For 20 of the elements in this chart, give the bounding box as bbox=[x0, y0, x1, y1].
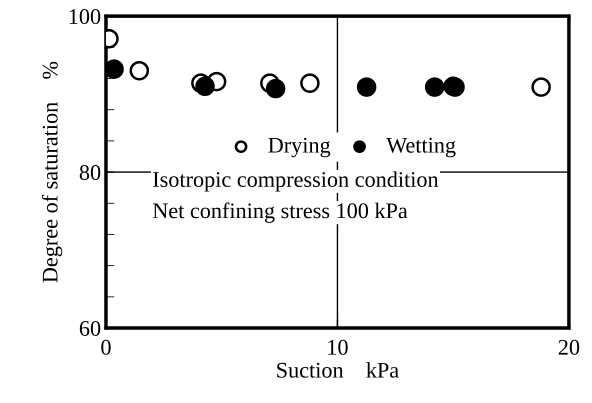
x-tick-label: 10 bbox=[328, 340, 348, 355]
point bbox=[300, 73, 320, 93]
legend-label: Drying bbox=[268, 138, 330, 158]
legend-label: Wetting bbox=[386, 138, 456, 158]
annotation: Isotropic compression condition bbox=[153, 171, 438, 192]
point bbox=[106, 59, 124, 79]
y-tick-label: 80 bbox=[80, 165, 100, 180]
point bbox=[130, 60, 150, 80]
x-tick-label: 0 bbox=[101, 340, 111, 355]
point bbox=[195, 76, 215, 96]
y-axis-title: Degree of saturation % bbox=[42, 62, 62, 283]
x-tick-label: 20 bbox=[558, 340, 580, 355]
point bbox=[424, 77, 444, 97]
y-tick-label: 100 bbox=[70, 9, 100, 24]
x-axis-title: Suction kPa bbox=[277, 362, 399, 378]
point bbox=[266, 78, 286, 98]
point bbox=[356, 77, 376, 97]
point bbox=[531, 77, 551, 97]
annotation: Net confining stress 100 kPa bbox=[152, 202, 408, 223]
y-tick-label: 60 bbox=[80, 320, 100, 336]
